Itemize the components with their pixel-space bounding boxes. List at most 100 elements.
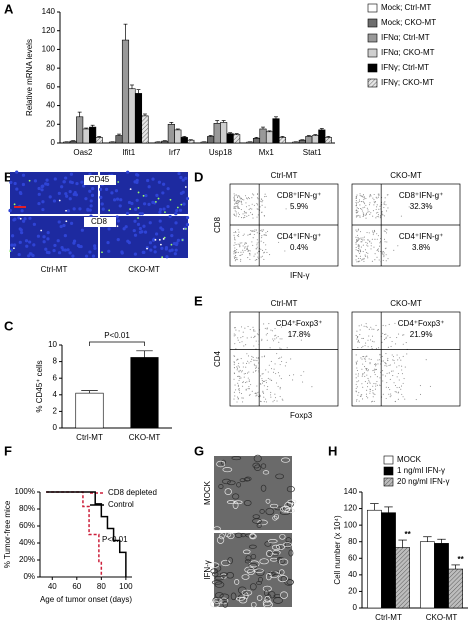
event-dot <box>256 216 258 218</box>
cell-nucleus <box>73 190 77 195</box>
event-dot <box>265 249 267 251</box>
cell-nucleus <box>164 247 168 251</box>
event-dot <box>248 209 250 211</box>
cell <box>284 578 294 586</box>
event-dot <box>390 345 392 348</box>
error-bar <box>306 135 311 137</box>
event-dot <box>360 246 362 248</box>
error-bar <box>130 84 134 89</box>
event-dot <box>248 386 250 388</box>
event-dot <box>244 243 246 245</box>
cell-nucleus <box>40 184 44 189</box>
event-dot <box>249 250 251 252</box>
image-label: MOCK <box>203 480 212 505</box>
event-dot <box>245 388 247 390</box>
x-axis-label: Age of tumor onset (days) <box>40 595 132 604</box>
event-dot <box>356 360 358 362</box>
cell <box>258 576 263 583</box>
event-dot <box>376 256 378 258</box>
event-dot <box>250 212 252 214</box>
cell-nucleus <box>166 187 170 191</box>
cell <box>279 533 286 540</box>
event-dot <box>238 200 240 202</box>
cell-nucleus <box>136 222 141 226</box>
panel-letter: E <box>194 293 203 308</box>
event-dot <box>252 230 254 232</box>
event-dot <box>385 336 387 338</box>
event-dot <box>371 401 373 403</box>
event-dot <box>275 382 278 384</box>
event-dot <box>257 357 259 359</box>
event-dot <box>379 354 381 356</box>
event-dot <box>278 241 280 243</box>
event-dot <box>382 380 384 382</box>
event-dot <box>254 336 256 338</box>
event-dot <box>363 215 365 217</box>
event-dot <box>366 374 368 376</box>
event-dot <box>261 373 263 375</box>
cell <box>248 562 258 570</box>
event-dot <box>367 339 369 341</box>
event-dot <box>286 347 288 349</box>
event-dot <box>363 258 365 260</box>
event-dot <box>358 247 360 249</box>
event-dot <box>367 369 369 371</box>
cell <box>277 575 288 583</box>
legend-label: 1 ng/ml IFN-γ <box>397 466 445 475</box>
cell <box>210 600 221 608</box>
event-dot <box>235 329 237 331</box>
event-dot <box>377 329 379 331</box>
event-dot <box>375 324 377 326</box>
cell-nucleus <box>24 239 29 243</box>
error-bar <box>274 116 278 119</box>
event-dot <box>359 257 361 260</box>
event-dot <box>392 370 394 372</box>
event-dot <box>255 393 257 395</box>
event-dot <box>356 399 358 401</box>
event-dot <box>254 330 256 332</box>
event-dot <box>362 213 365 216</box>
event-dot <box>234 327 236 329</box>
event-dot <box>250 336 252 338</box>
event-dot <box>239 200 241 202</box>
cell-nucleus <box>48 195 52 199</box>
event-dot <box>251 197 253 199</box>
event-dot <box>394 322 396 324</box>
error-bar <box>208 135 213 137</box>
event-dot <box>269 394 272 396</box>
stained-cell <box>9 250 12 253</box>
cell-nucleus <box>165 255 169 259</box>
event-dot <box>385 397 387 400</box>
event-dot <box>358 244 360 246</box>
event-dot <box>257 395 260 398</box>
event-dot <box>366 207 368 209</box>
y-tick-label: 120 <box>42 26 56 35</box>
event-dot <box>374 374 376 376</box>
error-bar <box>261 126 265 129</box>
event-dot <box>373 199 375 201</box>
event-dot <box>271 379 273 381</box>
event-dot <box>238 390 240 392</box>
cell <box>281 505 291 512</box>
event-dot <box>277 336 279 338</box>
event-dot <box>368 232 370 234</box>
event-dot <box>386 194 388 196</box>
event-dot <box>255 340 257 342</box>
stained-cell <box>117 181 120 183</box>
event-dot <box>243 376 245 378</box>
y-tick-label: 140 <box>42 7 56 16</box>
cell <box>271 570 282 575</box>
event-dot <box>373 328 375 330</box>
cell-nucleus <box>17 253 21 257</box>
event-dot <box>357 201 359 203</box>
event-dot <box>237 243 239 245</box>
event-dot <box>375 385 377 387</box>
cell <box>234 578 240 585</box>
x-tick-label: CKO-MT <box>426 613 458 622</box>
stained-cell <box>180 203 183 206</box>
cell <box>278 569 285 576</box>
cell-nucleus <box>174 212 178 216</box>
event-dot <box>372 370 374 372</box>
event-dot <box>359 334 361 336</box>
cell-nucleus <box>166 204 170 209</box>
